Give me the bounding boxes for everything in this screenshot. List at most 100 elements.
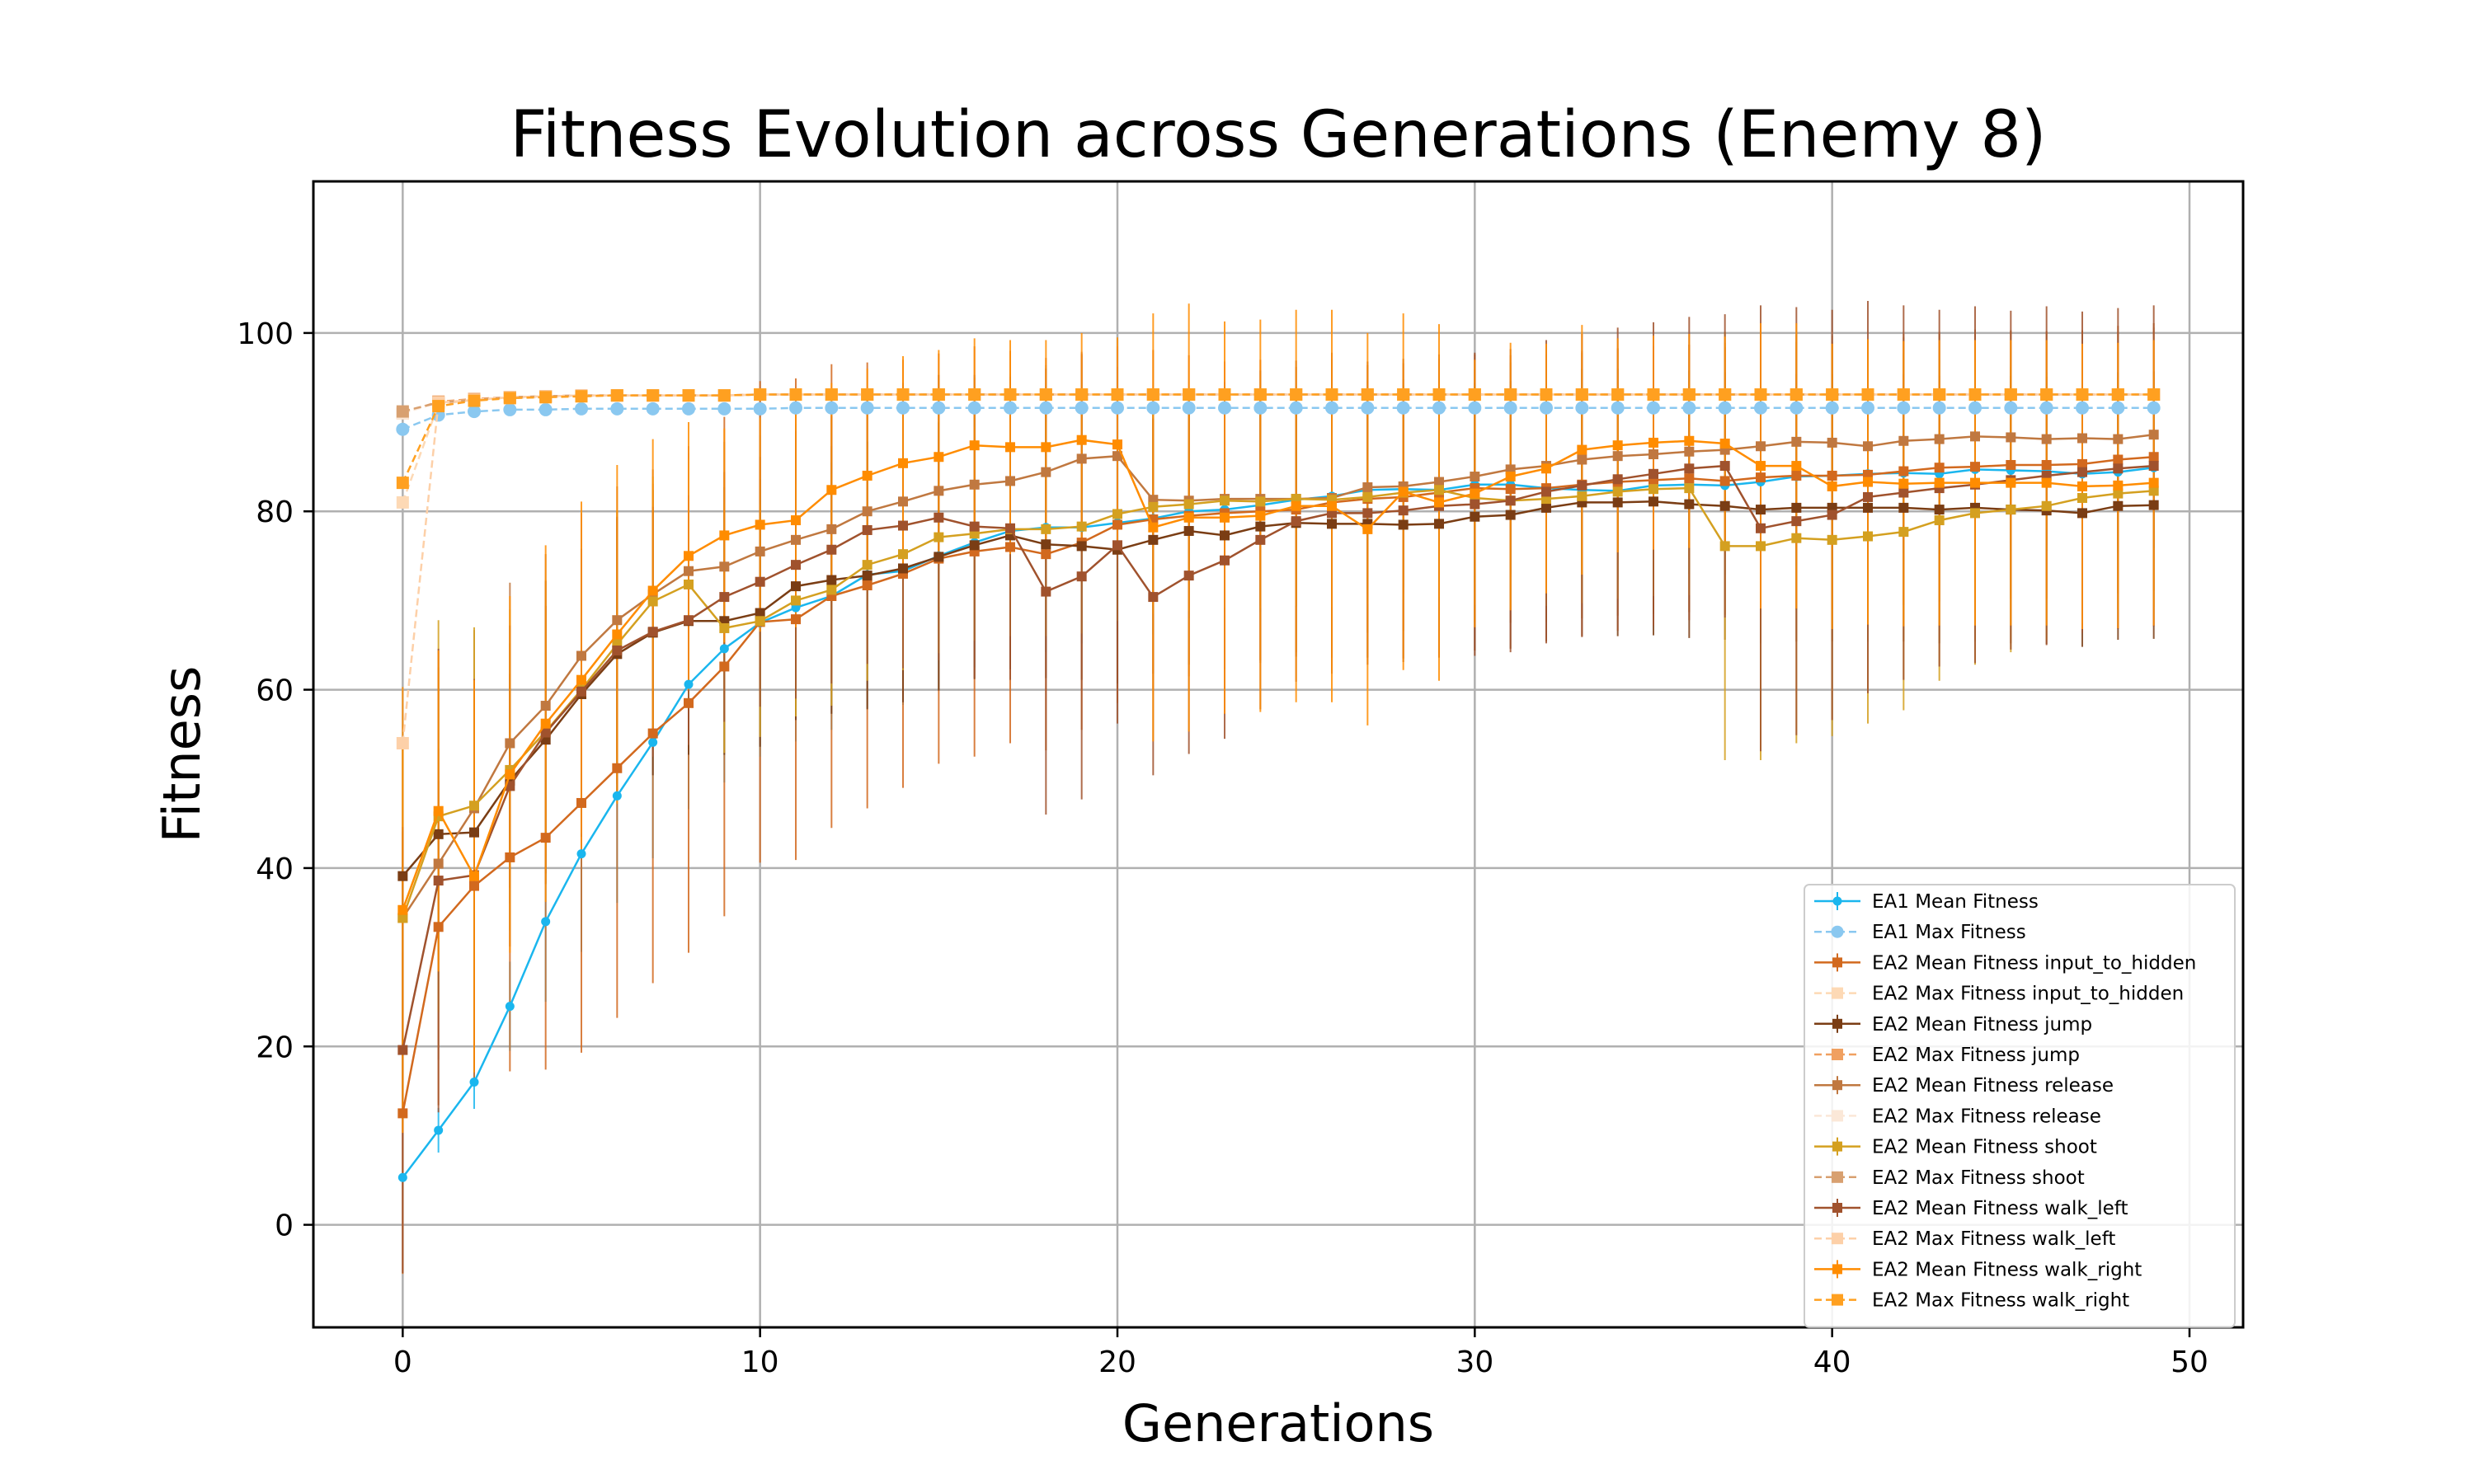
data-point [1934,434,1945,444]
data-point [468,394,481,407]
data-point [1575,401,1589,415]
data-point [539,402,553,416]
data-point [503,402,517,416]
data-point [684,697,694,708]
data-point [396,422,410,436]
data-point [1111,388,1124,402]
data-point [684,579,694,589]
data-point [826,585,837,595]
axis-ticks: 0 10 20 30 40 50 0 20 40 60 80 100 [237,317,2208,1379]
data-point [1470,488,1480,499]
data-point [1863,531,1873,542]
data-point [1397,388,1410,402]
data-point [1577,491,1587,501]
data-point [396,477,409,490]
data-point [969,479,980,490]
data-point [2147,401,2161,415]
legend-entry: EA2 Mean Fitness walk_left [1814,1198,2128,1219]
data-point [1718,401,1732,415]
data-point [539,391,553,404]
data-point [2147,388,2161,402]
data-point [969,540,980,551]
data-point [1612,474,1623,485]
data-point [1827,481,1837,491]
data-point [2113,463,2124,474]
data-point [576,650,586,661]
data-point [1504,388,1517,402]
data-point [541,917,551,927]
data-point [1148,534,1159,545]
data-point [2076,388,2089,402]
data-point [647,728,658,739]
series-13 [396,388,2161,490]
data-point [1112,519,1122,530]
x-tick-label: 50 [2171,1345,2208,1379]
data-point [397,904,408,915]
data-point [1719,388,1732,402]
data-point [862,560,872,571]
data-point [1398,519,1409,530]
data-point [1897,388,1910,402]
data-point [1861,401,1874,415]
data-point [1827,510,1837,520]
data-point [1362,491,1373,502]
legend-entry: EA2 Max Fitness shoot [1814,1167,2085,1189]
x-tick-label: 40 [1813,1345,1851,1379]
data-point [1647,388,1660,402]
data-point [932,388,945,402]
data-point [1111,401,1124,415]
data-point [1434,485,1444,495]
data-point [1612,486,1623,497]
data-point [433,829,444,839]
series-line [402,433,2154,919]
data-point [1540,388,1553,402]
data-point [1577,480,1587,491]
data-point [397,1172,407,1182]
legend-marker [1832,1141,1842,1152]
data-point [1325,401,1338,415]
data-point [898,520,908,531]
data-point [576,849,586,859]
data-point [932,401,946,415]
data-point [1041,524,1051,534]
data-point [968,388,981,402]
data-point [1863,491,1873,502]
data-point [1684,499,1695,510]
data-point [861,388,874,402]
data-point [2041,477,2052,488]
data-point [825,388,838,402]
data-point [1575,388,1588,402]
data-point [1146,388,1159,402]
data-point [791,595,801,606]
data-point [647,585,658,596]
data-point [646,402,660,416]
data-point [1362,524,1373,534]
data-point [1756,461,1766,472]
data-point [610,402,624,416]
data-point [934,552,944,562]
data-point [2148,500,2159,510]
data-point [898,549,908,560]
data-point [1362,482,1373,493]
data-point [1719,500,1730,511]
data-point [791,560,801,571]
legend-label: EA1 Mean Fitness [1872,891,2039,913]
data-point [1255,510,1266,521]
data-point [1112,451,1122,462]
data-point [684,551,694,561]
data-point [1470,499,1480,510]
data-point [934,452,944,463]
data-point [1183,499,1194,510]
data-point [397,1045,408,1055]
data-point [1361,388,1374,402]
data-point [433,858,444,869]
data-point [1933,388,1946,402]
data-point [1434,497,1444,508]
data-point [753,402,767,416]
data-point [1291,516,1301,527]
data-point [1183,512,1194,523]
data-point [1220,495,1230,506]
data-point [576,797,586,808]
y-tick-label: 40 [256,852,294,886]
